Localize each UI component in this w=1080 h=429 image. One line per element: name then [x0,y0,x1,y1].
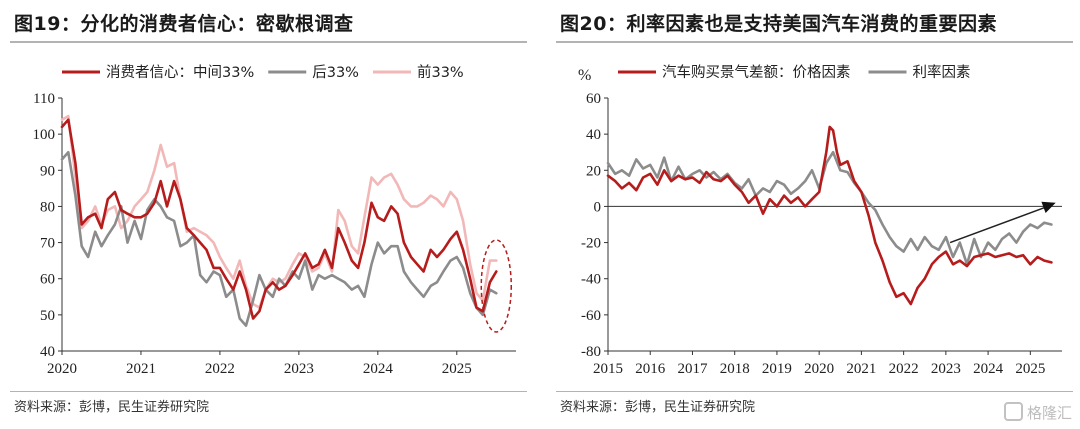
consumer-confidence-chart: 40 50 60 70 80 90 100 110 2020 2021 2022 2023 2024 20… [33,64,516,377]
x-tick-label: 2024 [973,361,1004,377]
y-tick-label: 70 [40,236,55,252]
y-tick-label: -20 [581,236,601,252]
x-tick-label: 2022 [205,361,235,377]
series-line [606,125,1053,306]
y-tick-label: 100 [33,127,56,143]
x-tick-label: 2025 [442,361,472,377]
series-line [60,150,498,328]
y-tick-label: 20 [586,163,601,179]
x-tick-label: 2020 [47,361,77,377]
x-tick-label: 2017 [677,361,708,377]
y-tick-label: 40 [40,344,55,360]
source-note: 资料来源：彭博，民生证券研究院 [560,400,756,415]
x-tick-label: 2022 [889,361,919,377]
legend-label: 消费者信心：中间33% [106,64,254,81]
figure-title: 图20：利率因素也是支持美国汽车消费的重要因素 [560,13,997,35]
watermark-text: 格隆汇 [1026,404,1072,422]
x-tick-label: 2019 [762,361,792,377]
y-tick-label: 60 [586,91,601,107]
title-rule [10,41,527,43]
series-line [60,118,498,320]
watermark-logo-icon [1003,402,1023,421]
x-tick-label: 2016 [635,361,666,377]
x-tick-label: 2023 [284,361,314,377]
y-tick-label: 40 [586,127,601,143]
x-tick-label: 2021 [846,361,876,377]
y-tick-label: 80 [40,199,55,215]
figure-title: 图19：分化的消费者信心：密歇根调查 [14,13,354,35]
trend-arrow-line [949,206,1047,244]
y-tick-label: 50 [40,308,55,324]
title-rule [556,41,1073,43]
panel-consumer-confidence: 图19：分化的消费者信心：密歇根调查 40 50 60 70 80 90 100 110 202… [6,0,531,429]
x-tick-label: 2023 [931,361,961,377]
x-tick-label: 2018 [720,361,750,377]
x-tick-label: 2021 [126,361,156,377]
source-rule [556,391,1073,392]
y-tick-label: -60 [581,308,601,324]
x-tick-label: 2020 [804,361,834,377]
y-tick-label: 90 [40,163,55,179]
auto-buying-chart: -80 -60 -40 -20 0 20 40 60 2015 2016 2017 2018 2019 2… [578,64,1062,377]
watermark-logo: 格隆汇 [1003,402,1072,423]
y-tick-label: -80 [581,344,601,360]
y-tick-label: 60 [40,272,55,288]
y-tick-label: 110 [33,91,55,107]
y-tick-label: -40 [581,272,601,288]
trend-arrow-head [1041,201,1056,213]
legend-label: 前33% [417,64,464,81]
source-rule [10,391,527,392]
x-tick-label: 2024 [363,361,394,377]
y-tick-label: 0 [594,199,602,215]
legend-label: 汽车购买景气差额：价格因素 [662,64,851,81]
highlight-ellipse [480,239,513,333]
y-unit-label: % [578,67,591,84]
x-tick-label: 2025 [1015,361,1045,377]
legend-label: 利率因素 [913,64,971,81]
series-line [606,150,1053,266]
panel-auto-buying-conditions: 图20：利率因素也是支持美国汽车消费的重要因素 -80 -60 -40 -20 0 20 4… [552,0,1077,429]
x-tick-label: 2015 [593,361,623,377]
source-note: 资料来源：彭博，民生证券研究院 [14,400,210,415]
legend-label: 后33% [312,64,359,81]
